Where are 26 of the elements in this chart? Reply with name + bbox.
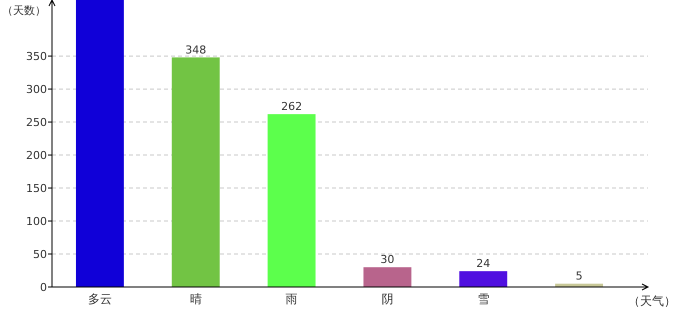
bar <box>172 57 220 287</box>
y-tick-label: 50 <box>33 248 47 262</box>
x-tick-label: 雨 <box>286 292 298 306</box>
x-tick-label: 多云 <box>88 292 112 306</box>
x-tick-label: 雪 <box>477 292 490 306</box>
data-label: 5 <box>576 270 583 283</box>
data-label: 348 <box>185 43 206 56</box>
y-tick-label: 350 <box>26 50 47 64</box>
data-label: 262 <box>281 100 302 114</box>
y-tick-label: 200 <box>26 149 47 162</box>
bar <box>555 284 604 287</box>
x-tick-label: 晴 <box>190 292 202 306</box>
y-tick-label: 0 <box>40 281 47 294</box>
bar <box>76 0 124 287</box>
y-tick-label: 300 <box>26 83 47 96</box>
bar <box>363 267 412 287</box>
y-tick-label: 150 <box>26 182 47 196</box>
y-axis-title: （天数） <box>2 4 46 17</box>
x-axis-title: （天气） <box>628 294 676 308</box>
data-label: 30 <box>380 253 394 266</box>
bar <box>268 114 316 287</box>
data-label: 24 <box>476 257 490 270</box>
bar <box>459 271 508 287</box>
y-tick-label: 100 <box>26 215 47 228</box>
y-tick-label: 250 <box>26 116 47 130</box>
x-tick-label: 阴 <box>381 292 394 306</box>
